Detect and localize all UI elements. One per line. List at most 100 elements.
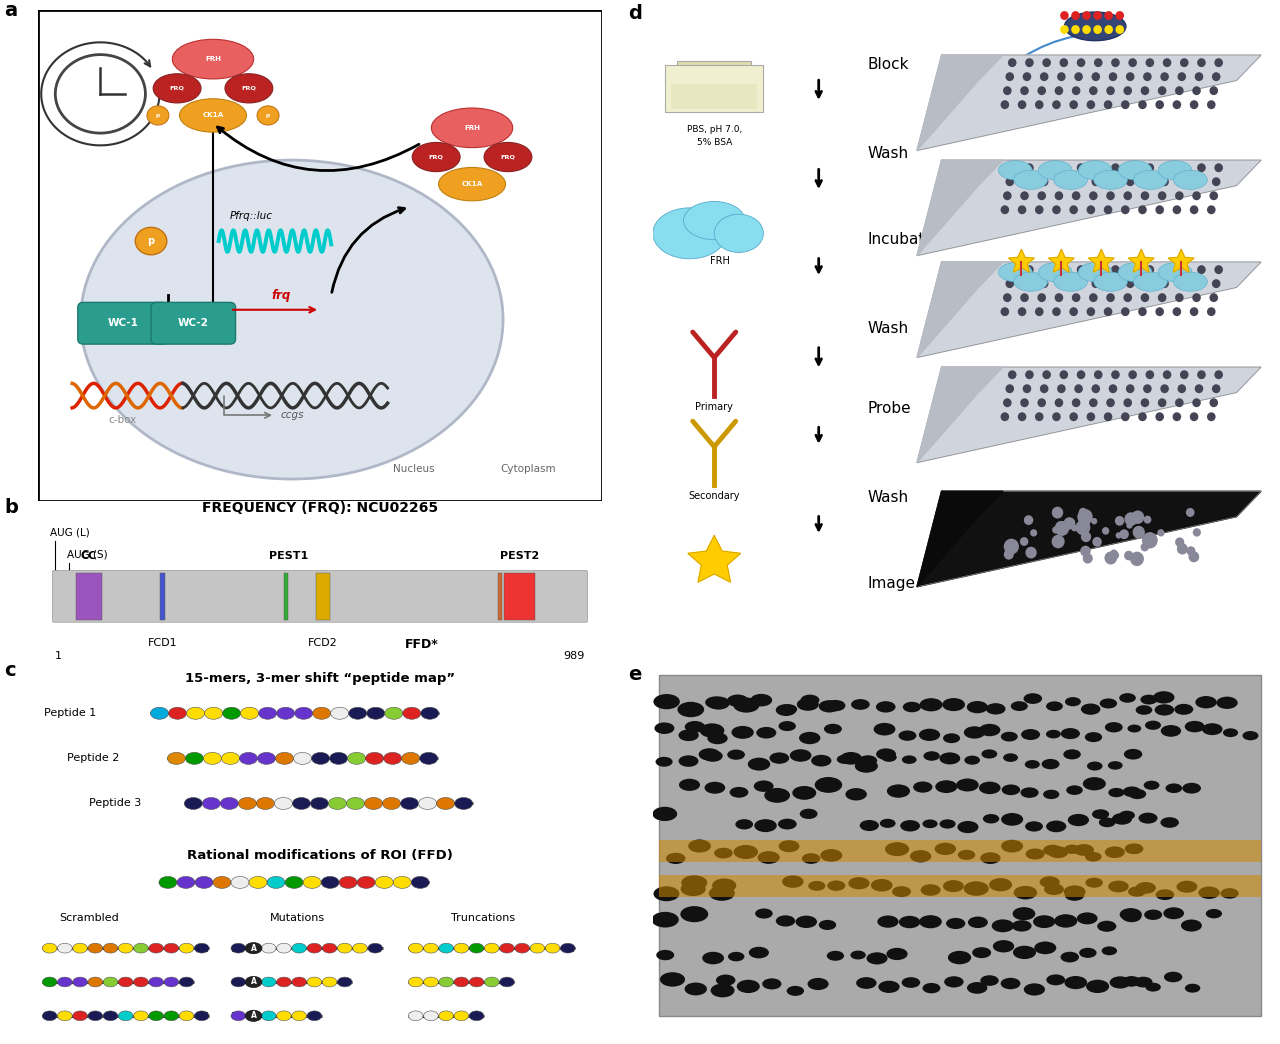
- Circle shape: [910, 850, 932, 862]
- Circle shape: [133, 1011, 148, 1021]
- Text: 5% BSA: 5% BSA: [696, 138, 732, 147]
- Circle shape: [678, 779, 700, 791]
- Ellipse shape: [653, 208, 727, 259]
- Circle shape: [1037, 398, 1046, 407]
- Circle shape: [776, 916, 795, 926]
- Circle shape: [1004, 549, 1014, 560]
- Circle shape: [1210, 191, 1219, 200]
- Circle shape: [148, 1011, 164, 1021]
- Circle shape: [1071, 11, 1080, 20]
- Circle shape: [1055, 87, 1064, 95]
- Circle shape: [936, 780, 957, 793]
- Polygon shape: [1009, 250, 1034, 272]
- Circle shape: [1006, 72, 1014, 81]
- Circle shape: [220, 798, 238, 809]
- Circle shape: [1153, 691, 1175, 704]
- Circle shape: [408, 1011, 424, 1021]
- Circle shape: [709, 885, 735, 901]
- Circle shape: [797, 698, 819, 711]
- Circle shape: [276, 977, 292, 987]
- Circle shape: [1089, 87, 1098, 95]
- Circle shape: [1176, 881, 1197, 893]
- Circle shape: [923, 983, 941, 993]
- Circle shape: [42, 977, 58, 987]
- Circle shape: [1190, 206, 1198, 214]
- Circle shape: [1089, 398, 1098, 407]
- Circle shape: [756, 727, 777, 738]
- Circle shape: [1052, 100, 1061, 110]
- Circle shape: [454, 798, 472, 809]
- Circle shape: [1092, 809, 1110, 820]
- Circle shape: [88, 1011, 102, 1021]
- Circle shape: [1039, 876, 1060, 887]
- Circle shape: [1079, 948, 1097, 958]
- Circle shape: [307, 944, 321, 953]
- Circle shape: [401, 798, 419, 809]
- Circle shape: [1001, 206, 1009, 214]
- Circle shape: [1071, 87, 1080, 95]
- Circle shape: [73, 977, 87, 987]
- Circle shape: [812, 755, 832, 766]
- Text: PEST2: PEST2: [500, 551, 540, 562]
- Circle shape: [1146, 982, 1161, 992]
- Circle shape: [901, 977, 920, 988]
- Circle shape: [339, 876, 357, 888]
- Circle shape: [195, 876, 212, 888]
- Circle shape: [964, 756, 980, 764]
- Circle shape: [1001, 100, 1009, 110]
- Circle shape: [1085, 878, 1103, 887]
- Circle shape: [737, 979, 760, 993]
- Circle shape: [186, 753, 204, 764]
- Circle shape: [1128, 725, 1142, 733]
- Circle shape: [1057, 279, 1066, 288]
- Circle shape: [1087, 206, 1096, 214]
- Circle shape: [1192, 191, 1201, 200]
- Circle shape: [1106, 293, 1115, 302]
- Ellipse shape: [173, 40, 253, 79]
- Circle shape: [1097, 921, 1116, 932]
- Polygon shape: [1048, 250, 1074, 272]
- Circle shape: [1042, 265, 1051, 275]
- Circle shape: [1196, 696, 1217, 709]
- Text: Wash: Wash: [868, 146, 909, 161]
- Circle shape: [294, 707, 312, 719]
- Circle shape: [195, 944, 209, 953]
- Circle shape: [384, 753, 402, 764]
- Circle shape: [1124, 513, 1138, 526]
- Circle shape: [1183, 783, 1201, 793]
- Circle shape: [1180, 265, 1189, 275]
- Circle shape: [1001, 307, 1009, 316]
- Circle shape: [1156, 412, 1164, 421]
- Circle shape: [913, 782, 932, 792]
- Circle shape: [1110, 976, 1130, 989]
- Ellipse shape: [998, 161, 1032, 180]
- Circle shape: [133, 944, 148, 953]
- Circle shape: [292, 798, 311, 809]
- Circle shape: [104, 944, 118, 953]
- Circle shape: [1111, 551, 1119, 560]
- Circle shape: [1071, 191, 1080, 200]
- Circle shape: [1036, 307, 1043, 316]
- Circle shape: [1083, 777, 1106, 790]
- Circle shape: [1143, 516, 1152, 524]
- Circle shape: [1160, 72, 1169, 81]
- Circle shape: [1207, 307, 1216, 316]
- Circle shape: [1001, 412, 1009, 421]
- Text: Wash: Wash: [868, 490, 909, 505]
- Circle shape: [1007, 265, 1016, 275]
- Circle shape: [347, 798, 365, 809]
- Circle shape: [1018, 307, 1027, 316]
- Circle shape: [1111, 265, 1120, 275]
- Circle shape: [58, 944, 72, 953]
- Circle shape: [796, 916, 817, 928]
- Circle shape: [1124, 191, 1132, 200]
- Circle shape: [303, 876, 321, 888]
- Bar: [161, 878, 165, 886]
- Text: p: p: [156, 113, 160, 118]
- Circle shape: [1042, 163, 1051, 172]
- Circle shape: [778, 818, 796, 830]
- Circle shape: [1105, 25, 1114, 34]
- Bar: [233, 945, 237, 951]
- Circle shape: [244, 943, 262, 954]
- Circle shape: [1110, 549, 1117, 557]
